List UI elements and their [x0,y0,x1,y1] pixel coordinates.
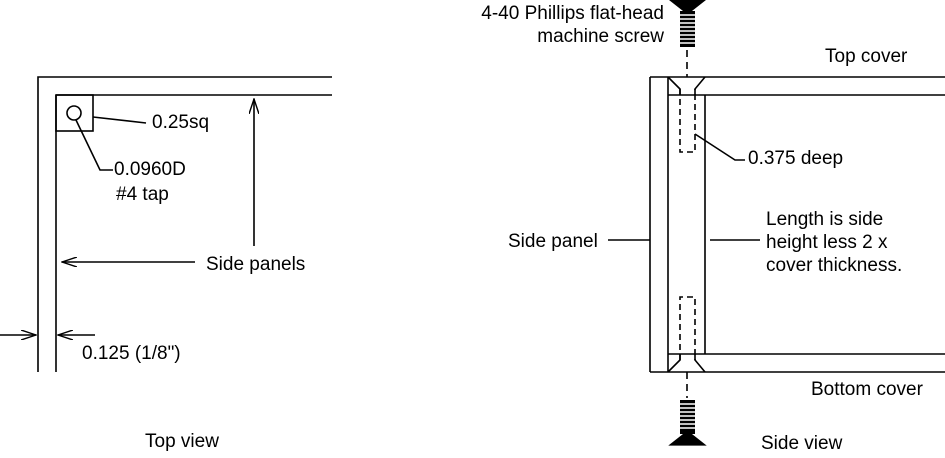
screw-label-line1: 4-40 Phillips flat-head [481,3,664,24]
top-view [0,76,332,372]
side-view [608,0,945,446]
tap-size-label: #4 tap [116,184,169,205]
top-view-caption: Top view [145,431,219,452]
length-note-line3: cover thickness. [766,255,903,276]
side-panel-label: Side panel [508,231,598,252]
tap-hole [66,105,82,121]
length-note-line2: height less 2 x [766,232,888,253]
top-cover [649,76,945,373]
bottom-screw-icon [668,400,707,446]
square-size-label: 0.25sq [152,112,210,133]
hidden-hole-top [679,89,696,153]
leader-depth [694,133,745,161]
leader-hole [75,119,113,171]
spacer-block [668,95,945,355]
length-note-line1: Length is side [766,209,884,230]
depth-label: 0.375 deep [748,148,844,169]
corner-block [55,94,94,132]
bottom-countersink [667,354,706,373]
hole-diameter-label: 0.0960D [114,159,186,180]
top-screw-icon [669,0,706,47]
bottom-cover-label: Bottom cover [811,379,923,400]
top-cover-label: Top cover [825,46,908,67]
top-countersink [667,76,706,95]
thickness-label: 0.125 (1/8") [82,343,181,364]
side-view-caption: Side view [761,433,843,454]
screw-label-line2: machine screw [537,26,664,47]
top-panel [37,76,332,372]
leader-square [92,116,147,124]
hidden-hole-bottom [679,296,696,360]
side-panels-label: Side panels [206,254,306,275]
